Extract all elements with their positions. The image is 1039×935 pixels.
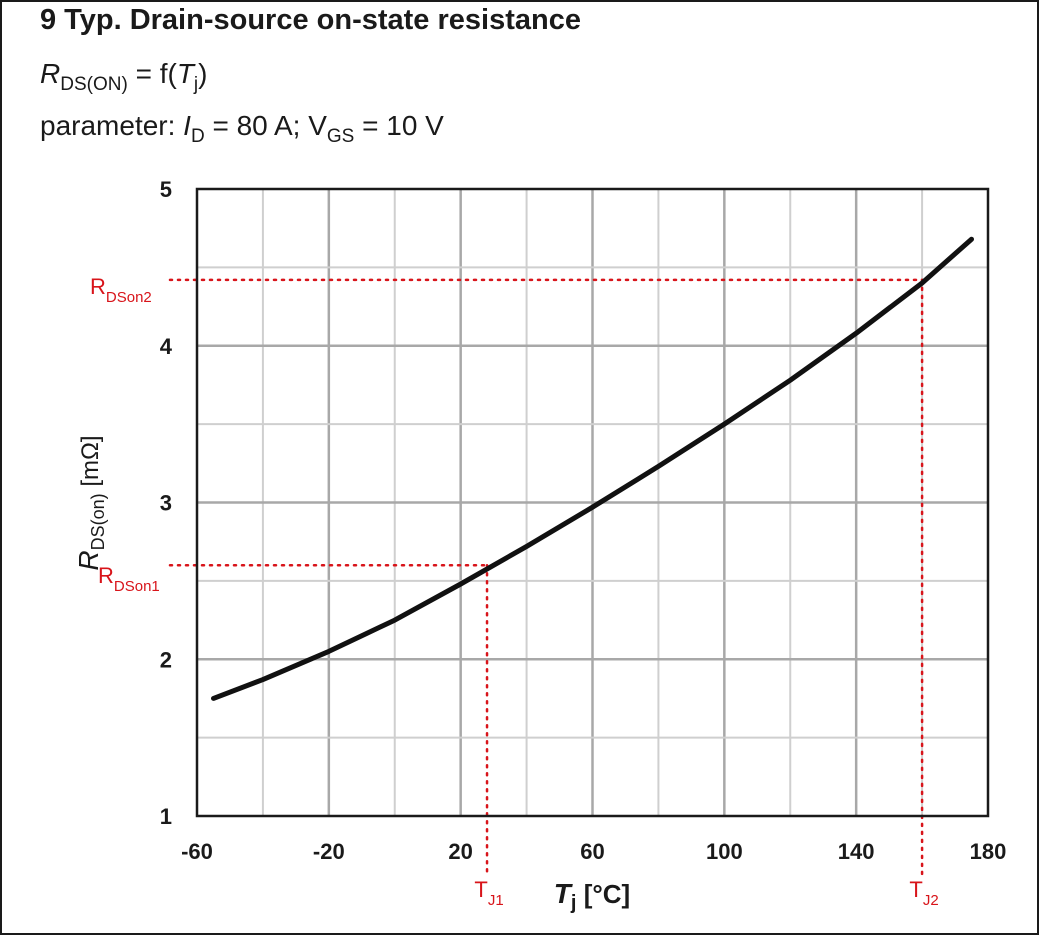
x-tick-label: 180 <box>970 839 1007 864</box>
y-tick-label: 2 <box>160 647 172 672</box>
x-axis-label-unit: [°C] <box>576 879 630 909</box>
x-tick-label: -60 <box>181 839 213 864</box>
formula-r-sub: DS(ON) <box>60 74 128 95</box>
param-i: I <box>183 110 191 141</box>
x-axis-label-sub: j <box>570 892 577 914</box>
y-axis-label-unit: [mΩ] <box>77 435 104 493</box>
annotation-y-label: RDSon1 <box>98 563 160 595</box>
annotation-x-label-main: T <box>474 877 487 902</box>
formula-t-sub: j <box>193 74 199 95</box>
parameter-line: parameter: ID = 80 A; VGS = 10 V <box>40 110 444 148</box>
x-tick-label: 60 <box>580 839 604 864</box>
formula-eq: = f( <box>127 58 177 89</box>
series-line <box>211 236 974 701</box>
annotation-y-label-main: R <box>98 563 114 588</box>
tick-labels: -60 -20 20 60 100 140 180 1 2 3 4 5 <box>160 177 1007 864</box>
x-tick-label: -20 <box>313 839 345 864</box>
annotation-y-label-main: R <box>90 274 106 299</box>
param-i-sub: D <box>190 126 205 147</box>
annotation-x-label: TJ1 <box>474 877 503 909</box>
annotation-y-label: RDSon2 <box>90 274 152 306</box>
y-tick-label: 5 <box>160 177 172 202</box>
annotation-y-label-sub: DSon1 <box>114 578 160 595</box>
annotation-x-label-sub: J2 <box>923 892 939 909</box>
formula-line: RDS(ON) = f(Tj) <box>40 58 207 96</box>
annotation-x-label-main: T <box>909 877 922 902</box>
y-tick-label: 3 <box>160 491 172 516</box>
formula-r: R <box>40 58 61 89</box>
y-axis-label: RDS(on) [mΩ] <box>73 435 108 570</box>
formula-close: ) <box>198 58 208 89</box>
x-axis-label-main: T <box>554 878 574 909</box>
y-axis-label-main: R <box>73 550 104 570</box>
grid <box>197 189 988 816</box>
param-i-value: = 80 A; V <box>204 110 327 141</box>
param-v-sub: GS <box>326 126 355 147</box>
annotation-y-label-sub: DSon2 <box>106 289 152 306</box>
x-tick-label: 20 <box>448 839 472 864</box>
y-tick-label: 4 <box>160 334 173 359</box>
param-prefix: parameter: <box>40 110 184 141</box>
plot-border <box>195 187 990 818</box>
param-v-value: = 10 V <box>354 110 444 141</box>
annotation-x-label-sub: J1 <box>488 892 504 909</box>
y-tick-label: 1 <box>160 804 172 829</box>
x-tick-label: 140 <box>838 839 875 864</box>
formula-t: T <box>176 58 194 89</box>
chart-title: 9 Typ. Drain-source on-state resistance <box>40 4 581 36</box>
x-tick-label: 100 <box>706 839 743 864</box>
y-axis-label-sub: DS(on) <box>88 493 108 550</box>
annotation-x-label: TJ2 <box>909 877 938 909</box>
x-axis-label: Tj [°C] <box>554 878 630 914</box>
